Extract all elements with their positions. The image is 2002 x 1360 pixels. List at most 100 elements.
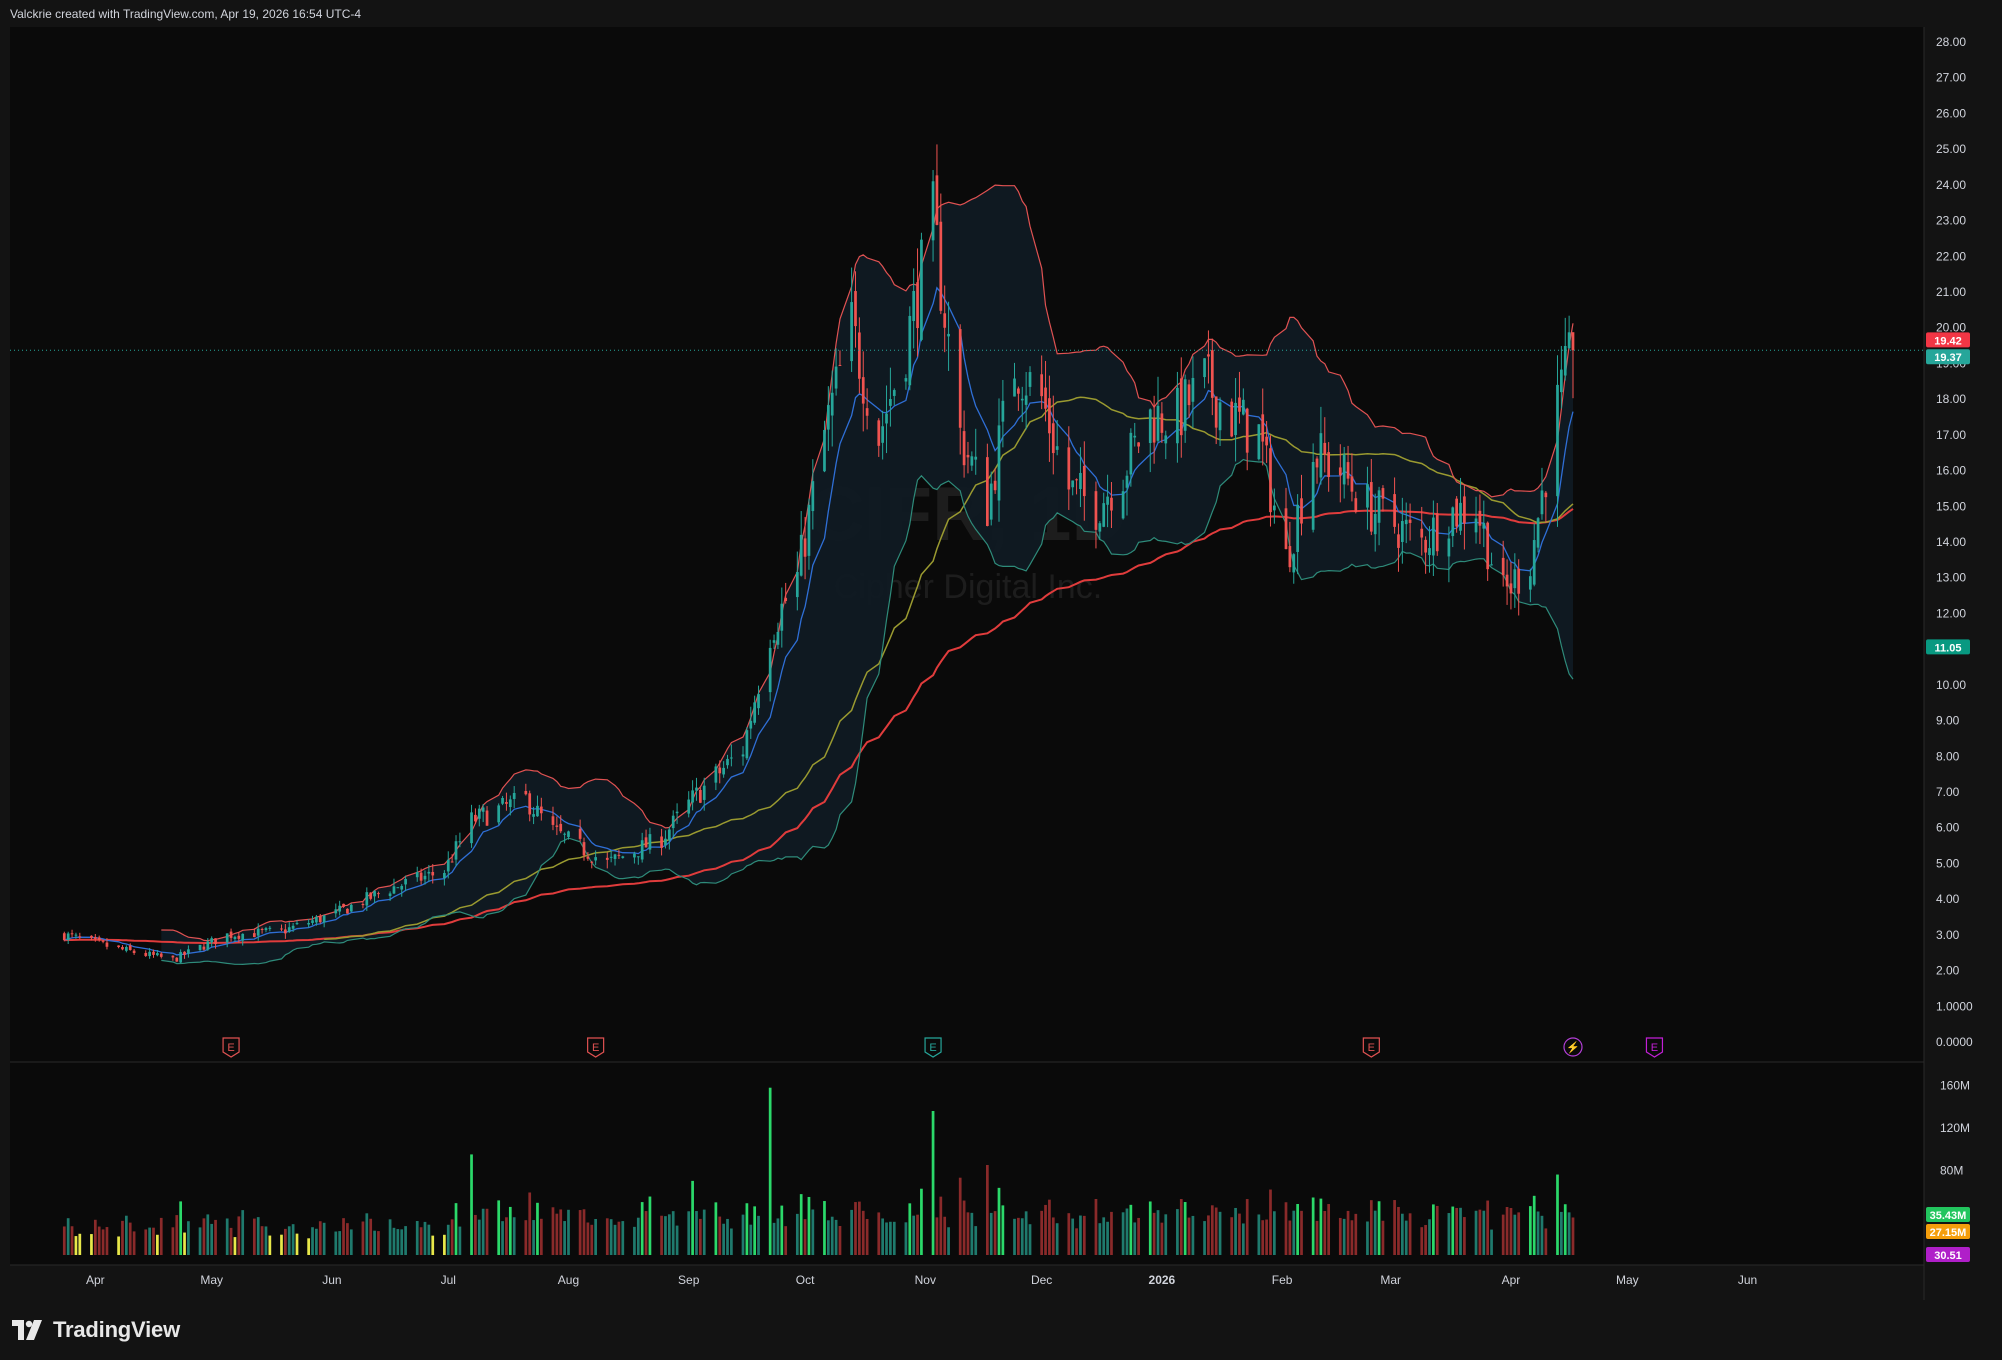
- candle-body: [1245, 408, 1249, 453]
- candle-body: [1191, 377, 1195, 402]
- candle: [97, 935, 101, 942]
- candle-body: [210, 938, 214, 943]
- candle: [93, 933, 97, 942]
- volume-bar: [1176, 1209, 1179, 1255]
- candle: [454, 835, 458, 867]
- volume-bar: [803, 1219, 807, 1255]
- price-tag-bg: [1926, 639, 1970, 655]
- volume-bar: [1028, 1224, 1032, 1255]
- candle-body: [958, 329, 962, 428]
- volume-bar: [1261, 1220, 1265, 1255]
- candle-body: [1044, 387, 1047, 409]
- candle: [1241, 388, 1245, 416]
- candle: [423, 870, 427, 885]
- candle-body: [1207, 354, 1210, 357]
- candle-body: [1017, 388, 1020, 394]
- volume-bar: [892, 1221, 896, 1255]
- volume-bar: [664, 1216, 667, 1255]
- candle: [1292, 553, 1296, 584]
- volume-bar: [1404, 1220, 1408, 1255]
- candle: [210, 936, 214, 947]
- volume-bar: [667, 1214, 671, 1255]
- candle-body: [1214, 396, 1218, 428]
- candle: [753, 695, 757, 725]
- candle-body: [532, 814, 535, 817]
- candle: [311, 915, 314, 926]
- candle-body: [349, 904, 353, 912]
- candle-body: [834, 366, 838, 389]
- candle-body: [1164, 435, 1168, 444]
- volume-bar: [660, 1215, 663, 1255]
- candle-body: [1133, 435, 1137, 438]
- volume-bar: [105, 1227, 109, 1255]
- volume-bar: [563, 1221, 566, 1255]
- candle: [1338, 444, 1342, 503]
- volume-bar: [555, 1213, 559, 1255]
- attribution-text: Valckrie created with TradingView.com, A…: [10, 7, 362, 21]
- volume-bar: [1020, 1218, 1024, 1255]
- candle-body: [183, 951, 186, 955]
- candle-body: [795, 572, 799, 598]
- candle-body: [660, 836, 663, 848]
- volume-bar: [268, 1235, 272, 1255]
- volume-bar: [920, 1188, 923, 1255]
- y-tick-label: 15.00: [1936, 499, 1966, 513]
- candle-body: [757, 694, 760, 709]
- candle-body: [152, 951, 155, 955]
- volume-bar: [388, 1219, 392, 1255]
- candle: [943, 285, 947, 353]
- volume-bar: [206, 1214, 210, 1255]
- candle-body: [935, 175, 939, 225]
- x-tick-label: Sep: [678, 1273, 700, 1287]
- candle: [458, 832, 462, 848]
- candle-body: [993, 480, 997, 491]
- candle: [838, 350, 842, 366]
- candle: [474, 808, 477, 824]
- volume-bar: [1257, 1214, 1261, 1255]
- price-chart[interactable]: CIFR, 1DCipher Digital Inc.28.0027.0026.…: [0, 0, 2002, 1300]
- earnings-marker-label: E: [227, 1042, 234, 1054]
- volume-tick-label: 160M: [1940, 1079, 1970, 1093]
- volume-bar: [152, 1227, 155, 1255]
- candle: [714, 763, 718, 791]
- earnings-marker-shape: [587, 1037, 605, 1058]
- volume-bar: [586, 1222, 590, 1255]
- dividend-marker-shape: [1563, 1037, 1583, 1057]
- candle-body: [807, 504, 811, 556]
- earnings-marker-label: E: [592, 1042, 599, 1054]
- volume-bar: [512, 1217, 516, 1255]
- candle-body: [128, 945, 132, 950]
- x-tick-label: Dec: [1031, 1273, 1052, 1287]
- volume-bar: [1110, 1211, 1113, 1255]
- volume-bar: [904, 1222, 908, 1255]
- candle-body: [1366, 484, 1369, 508]
- volume-bar: [695, 1211, 698, 1255]
- candle: [698, 787, 702, 804]
- candle-body: [171, 955, 175, 958]
- candle: [826, 386, 830, 451]
- volume-bar: [1338, 1217, 1342, 1255]
- candle-body: [939, 221, 943, 311]
- candle-body: [1121, 491, 1125, 519]
- candle-body: [916, 282, 919, 329]
- candle-body: [311, 920, 314, 923]
- y-tick-label: 6.00: [1936, 821, 1960, 835]
- candle: [730, 744, 733, 767]
- candle: [256, 923, 260, 941]
- volume-bar: [648, 1196, 652, 1255]
- candle: [865, 388, 869, 430]
- candle: [912, 268, 916, 349]
- candle-body: [1234, 402, 1237, 436]
- candle-body: [947, 333, 950, 337]
- candle-body: [187, 949, 190, 954]
- candle: [772, 634, 776, 650]
- candle-body: [280, 928, 283, 930]
- y-tick-label: 14.00: [1936, 535, 1966, 549]
- volume-bar: [415, 1221, 419, 1255]
- candle: [532, 806, 535, 825]
- tradingview-logo[interactable]: TradingView: [12, 1317, 180, 1343]
- candle: [1435, 502, 1439, 556]
- volume-bar: [132, 1231, 136, 1255]
- candle-body: [322, 915, 326, 923]
- candle-body: [590, 861, 594, 863]
